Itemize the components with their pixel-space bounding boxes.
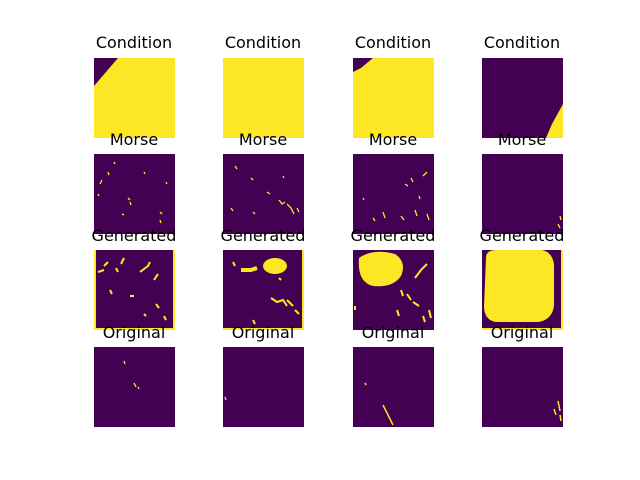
- morse-panel-3: [353, 154, 434, 234]
- morse-panel-1: [94, 154, 175, 234]
- original-panel-2: [223, 347, 304, 427]
- condition-panel-2: [223, 58, 304, 138]
- original-panel-3: [353, 347, 434, 427]
- condition-panel-4: [482, 58, 563, 138]
- panel-title-generated-2: Generated: [220, 226, 306, 245]
- condition-panel-1: [94, 58, 175, 138]
- panel-title-generated-4: Generated: [479, 226, 565, 245]
- generated-panel-3: [353, 250, 434, 330]
- panel-title-original-2: Original: [231, 323, 295, 342]
- panel-title-original-3: Original: [361, 323, 425, 342]
- panel-title-condition-4: Condition: [483, 33, 561, 52]
- panel-title-original-1: Original: [102, 323, 166, 342]
- panel-title-condition-1: Condition: [95, 33, 173, 52]
- original-panel-4: [482, 347, 563, 427]
- panel-title-condition-3: Condition: [354, 33, 432, 52]
- panel-title-morse-1: Morse: [109, 130, 159, 149]
- generated-panel-1: [94, 250, 175, 330]
- original-panel-1: [94, 347, 175, 427]
- panel-title-generated-1: Generated: [91, 226, 177, 245]
- panel-title-morse-4: Morse: [497, 130, 547, 149]
- generated-panel-4: [482, 250, 563, 330]
- morse-panel-4: [482, 154, 563, 234]
- morse-panel-2: [223, 154, 304, 234]
- generated-panel-2: [223, 250, 304, 330]
- panel-title-condition-2: Condition: [224, 33, 302, 52]
- condition-panel-3: [353, 58, 434, 138]
- panel-title-original-4: Original: [490, 323, 554, 342]
- panel-title-morse-3: Morse: [368, 130, 418, 149]
- panel-title-generated-3: Generated: [350, 226, 436, 245]
- panel-title-morse-2: Morse: [238, 130, 288, 149]
